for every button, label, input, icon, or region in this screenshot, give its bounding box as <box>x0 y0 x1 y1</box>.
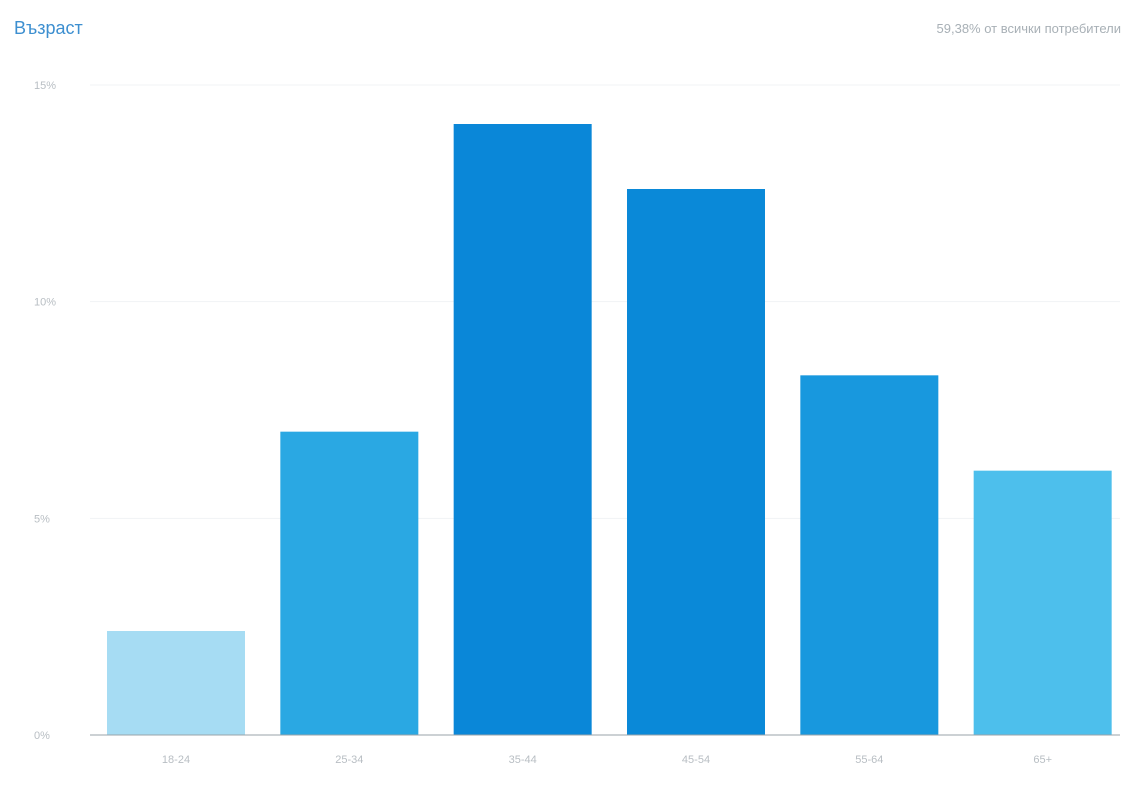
x-tick-label: 65+ <box>1033 754 1052 766</box>
grid-lines <box>90 84 1120 519</box>
bars <box>107 124 1112 735</box>
y-tick-label: 0% <box>34 730 50 742</box>
bar-35-44[interactable] <box>453 124 592 735</box>
bar-18-24[interactable] <box>107 631 245 735</box>
bar-45-54[interactable] <box>627 189 765 735</box>
x-axis-labels: 18-24 25-34 35-44 45-54 55-64 65+ <box>162 754 1052 766</box>
x-tick-label: 25-34 <box>335 754 363 766</box>
chart-subtitle: 59,38% от всички потребители <box>936 21 1121 36</box>
y-tick-label: 10% <box>34 297 56 309</box>
y-axis-ticks: 0% 5% 10% 15% <box>34 80 56 742</box>
bar-55-64[interactable] <box>800 375 939 735</box>
x-tick-label: 18-24 <box>162 754 190 766</box>
chart-title: Възраст <box>14 18 83 38</box>
x-tick-label: 45-54 <box>682 754 710 766</box>
bar-65+[interactable] <box>973 470 1112 735</box>
bar-25-34[interactable] <box>280 431 419 735</box>
x-tick-label: 55-64 <box>855 754 883 766</box>
y-tick-label: 5% <box>34 513 50 525</box>
y-tick-label: 15% <box>34 80 56 92</box>
x-tick-label: 35-44 <box>509 754 537 766</box>
